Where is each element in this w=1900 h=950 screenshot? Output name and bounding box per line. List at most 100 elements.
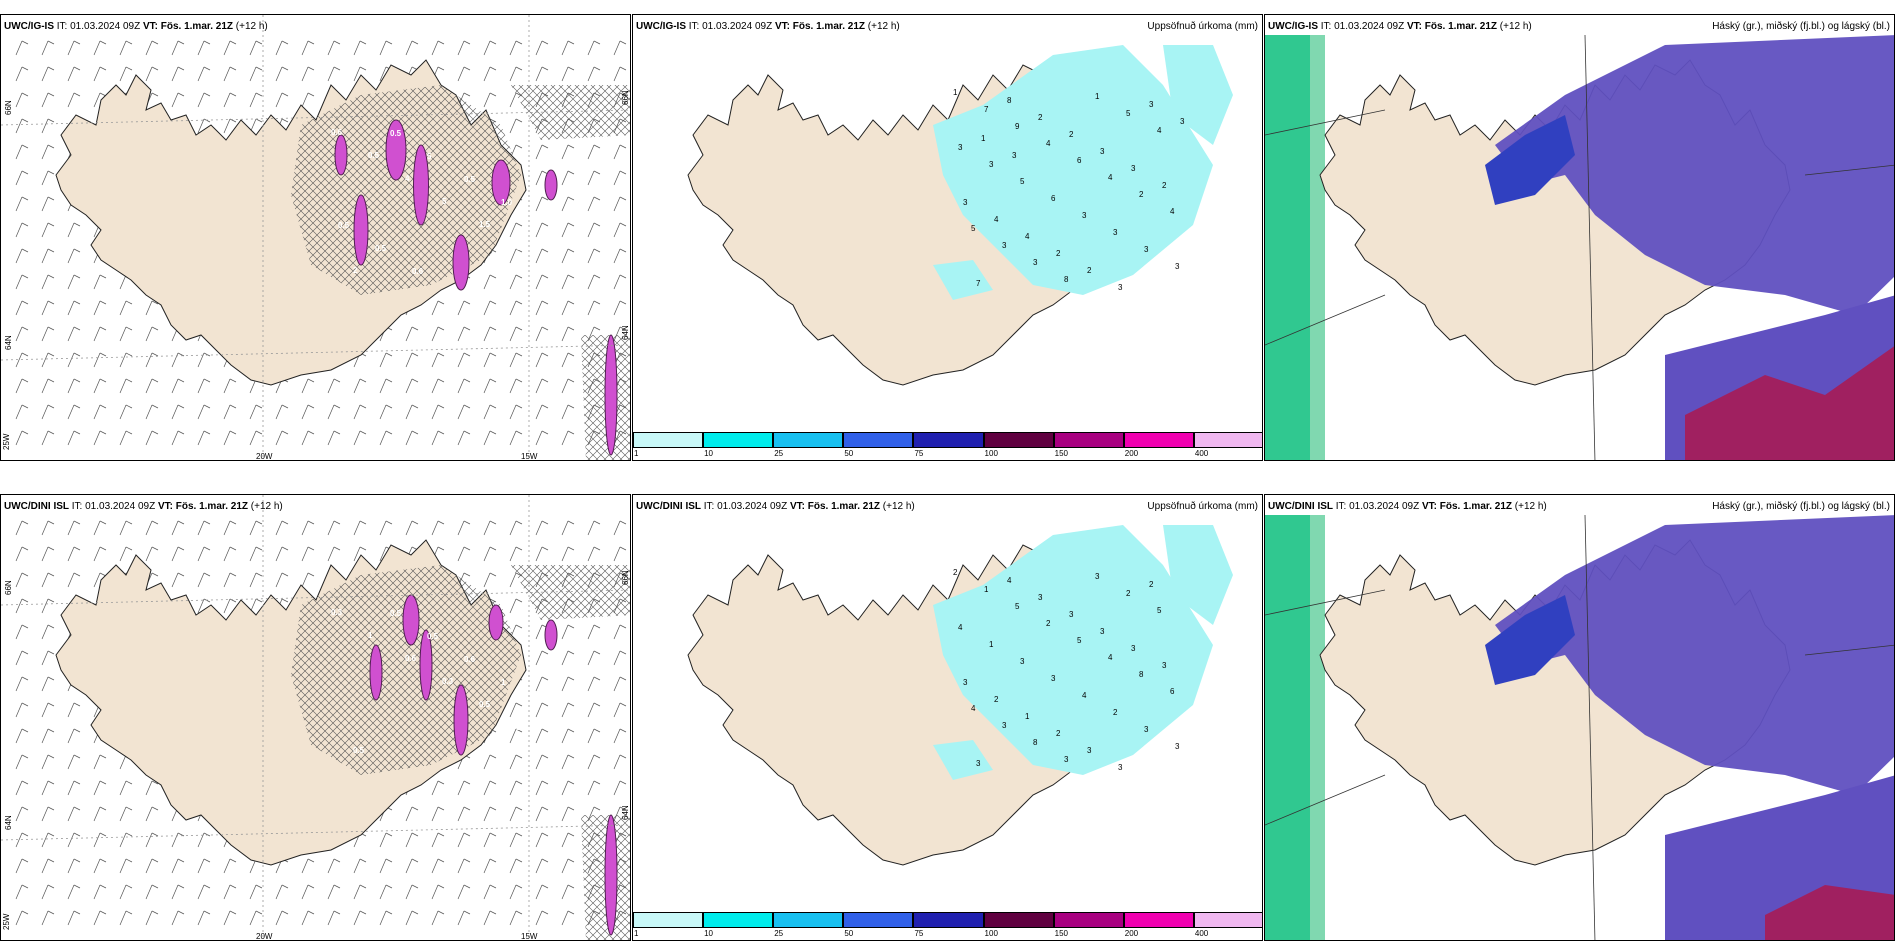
wind-barb	[171, 66, 185, 82]
wind-barb-staff	[535, 858, 543, 874]
wind-barb	[67, 806, 81, 822]
wind-barb	[379, 378, 393, 394]
wind-barb-flag	[21, 728, 29, 733]
wind-barb	[15, 676, 29, 692]
wind-barb-staff	[41, 196, 49, 212]
wind-barb	[587, 520, 601, 536]
wind-barb-flag	[593, 300, 601, 305]
wind-barb-staff	[561, 832, 569, 848]
wind-barb	[223, 910, 237, 926]
wind-barb	[405, 430, 419, 446]
precip-value-label: 8	[1033, 738, 1038, 747]
wind-barb	[93, 274, 107, 290]
wind-barb	[15, 66, 29, 82]
wind-barb-staff	[15, 546, 23, 562]
wind-barb	[223, 858, 237, 874]
wind-barb-flag	[125, 858, 133, 863]
wind-barb-flag	[541, 300, 549, 305]
wind-barb-flag	[229, 546, 237, 551]
wind-value-label: 0.5	[479, 700, 491, 709]
wind-barb-flag	[151, 858, 159, 863]
wind-barb-staff	[561, 910, 569, 926]
wind-barb-staff	[509, 806, 517, 822]
panel-variable: Háský (gr.), miðský (fj.bl.) og lágský (…	[1712, 21, 1890, 32]
wind-barb-flag	[255, 118, 263, 123]
wind-barb-flag	[567, 728, 575, 733]
wind-barb-staff	[145, 404, 153, 420]
wind-barb	[119, 806, 133, 822]
precip-value-label: 3	[963, 198, 968, 207]
wind-barb-staff	[353, 910, 361, 926]
wind-barb	[145, 780, 159, 796]
wind-barb	[41, 222, 55, 238]
wind-barb-flag	[73, 378, 81, 383]
precip-value-label: 4	[958, 623, 963, 632]
precip-area	[1163, 525, 1233, 625]
wind-barb	[457, 66, 471, 82]
wind-barb	[379, 40, 393, 56]
latitude-line	[1, 109, 630, 126]
wind-barb	[483, 92, 497, 108]
wind-barb	[145, 300, 159, 316]
wind-barb-staff	[353, 404, 361, 420]
wind-barb	[509, 352, 523, 368]
wind-barb-flag	[203, 92, 211, 97]
wind-barb-flag	[255, 404, 263, 409]
wind-barb-flag	[411, 806, 419, 811]
wind-barb-staff	[327, 404, 335, 420]
wind-barb-staff	[483, 520, 491, 536]
wind-barb-staff	[509, 520, 517, 536]
wind-barb-flag	[281, 910, 289, 915]
wind-barb	[145, 40, 159, 56]
wind-barb-flag	[593, 806, 601, 811]
wind-barb	[561, 780, 575, 796]
wind-barb	[483, 378, 497, 394]
wind-barb-flag	[385, 352, 393, 357]
wind-barb-staff	[119, 40, 127, 56]
wind-barb	[41, 754, 55, 770]
wind-barb-staff	[93, 378, 101, 394]
wind-barb-flag	[541, 806, 549, 811]
wind-barb-flag	[21, 326, 29, 331]
wind-speed-patch	[419, 629, 433, 701]
wind-barb-staff	[15, 404, 23, 420]
wind-barb-staff	[405, 858, 413, 874]
wind-barb-flag	[619, 728, 627, 733]
wind-barb	[561, 832, 575, 848]
wind-barb-staff	[431, 300, 439, 316]
wind-barb-flag	[73, 300, 81, 305]
wind-barb	[119, 326, 133, 342]
wind-barb-staff	[431, 352, 439, 368]
wind-barb-staff	[223, 430, 231, 446]
wind-barb-staff	[561, 650, 569, 666]
wind-barb-flag	[47, 702, 55, 707]
wind-barb	[587, 222, 601, 238]
colorbar-tick-label: 50	[844, 449, 854, 458]
precip-colorbar: 1 10 25 50 75 100 150 200 400	[633, 912, 1262, 938]
region-border	[1584, 34, 1596, 460]
wind-barb-staff	[249, 404, 257, 420]
wind-barb-flag	[567, 676, 575, 681]
wind-barb-flag	[567, 780, 575, 785]
wind-barb	[457, 300, 471, 316]
wind-barb-staff	[15, 676, 23, 692]
wind-barb	[275, 40, 289, 56]
wind-barb	[15, 118, 29, 134]
wind-barb-flag	[229, 910, 237, 915]
wind-barb	[379, 404, 393, 420]
wind-barb-flag	[489, 92, 497, 97]
wind-barb-flag	[489, 66, 497, 71]
wind-barb-flag	[437, 66, 445, 71]
wind-barb-staff	[197, 520, 205, 536]
colorbar-tick-label: 10	[704, 449, 714, 458]
wind-barb-staff	[67, 520, 75, 536]
wind-barb	[15, 300, 29, 316]
wind-barb-staff	[587, 170, 595, 186]
wind-barb-staff	[15, 728, 23, 744]
wind-barb	[249, 92, 263, 108]
wind-barb	[41, 118, 55, 134]
wind-barb-staff	[197, 546, 205, 562]
wind-barb-staff	[613, 248, 621, 264]
wind-barb-flag	[177, 92, 185, 97]
